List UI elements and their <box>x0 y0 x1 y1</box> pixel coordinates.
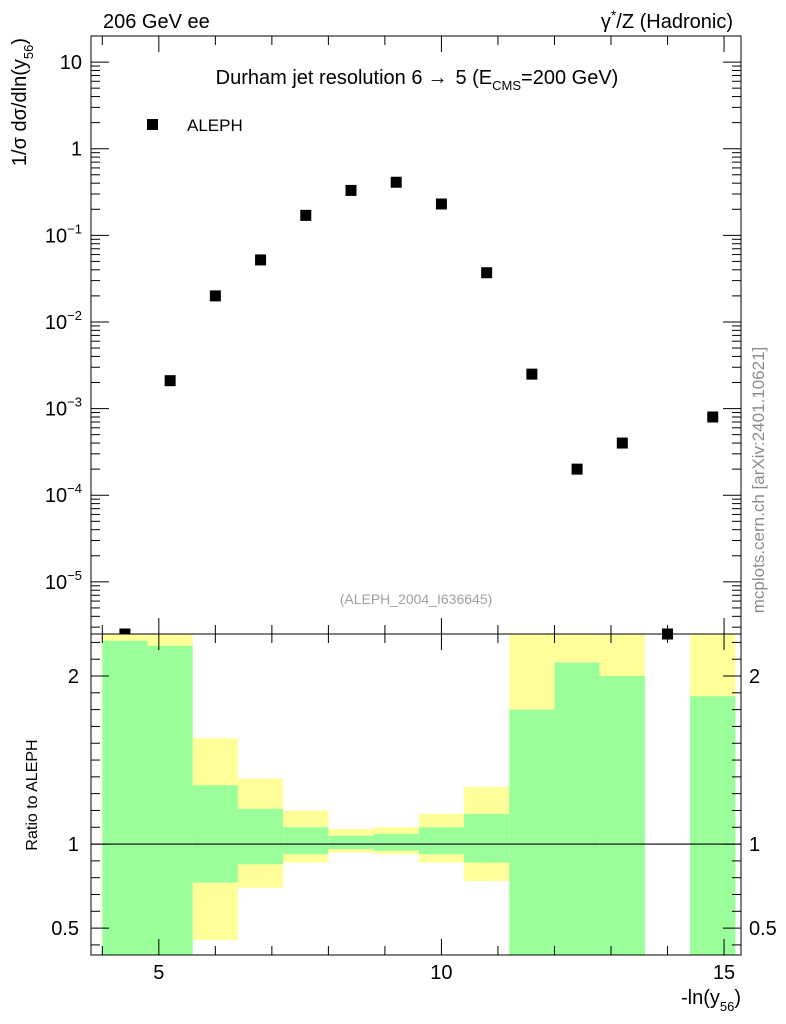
data-point <box>345 184 357 196</box>
main-y-tick-label: 10−5 <box>45 568 82 594</box>
header-star: * <box>611 7 617 23</box>
y-axis-label-close: ) <box>9 38 31 45</box>
header-gamma: γ <box>601 11 611 33</box>
chart-title-sub: CMS <box>492 78 521 93</box>
ratio-inner-band <box>237 808 284 865</box>
main-y-tick-label: 10−4 <box>45 481 82 507</box>
ratio-inner-band <box>373 833 419 851</box>
ratio-panel: 5 10 15 0.5 0.5 1 1 2 2 Ratio to ALEPH -ln(y56) <box>24 633 777 1014</box>
data-point <box>300 209 312 221</box>
ratio-x-tick-label: 5 <box>153 962 164 984</box>
ratio-y-tick-label-right: 0.5 <box>749 918 777 940</box>
ratio-y-axis-label: Ratio to ALEPH <box>24 739 41 850</box>
ratio-inner-band <box>147 645 193 955</box>
ratio-y-tick-label-left: 1 <box>68 834 79 856</box>
watermark: mcplots.cern.ch [arXiv:2401.10621] <box>749 347 768 613</box>
legend-marker <box>147 119 158 130</box>
header-left: 206 GeV ee <box>103 11 210 33</box>
ratio-inner-band <box>192 785 238 883</box>
tick-label-exponent: −3 <box>67 395 82 410</box>
y-axis-label-text: 1/σ dσ/dln(y <box>9 59 31 166</box>
header-process: /Z (Hadronic) <box>616 11 733 33</box>
main-y-tick-label: 10−2 <box>45 308 82 334</box>
ratio-bands <box>102 634 736 955</box>
tick-label-exponent: −2 <box>67 308 82 323</box>
ratio-inner-band <box>599 676 645 955</box>
x-axis-label-close: ) <box>734 987 741 1009</box>
main-points <box>119 176 719 640</box>
main-y-tick-label: 10−3 <box>45 395 82 421</box>
data-point <box>707 411 719 423</box>
data-point <box>481 267 493 279</box>
x-axis-label-sub: 56 <box>720 999 734 1014</box>
main-y-tick-label: 10 <box>60 52 82 74</box>
ratio-inner-band <box>283 827 329 855</box>
ratio-inner-band <box>554 662 600 955</box>
chart-title-energy: 5 (E <box>455 67 492 89</box>
tick-label-exponent: −5 <box>67 568 82 583</box>
data-point <box>164 375 176 387</box>
data-point <box>616 437 628 449</box>
tick-label-exponent: −4 <box>67 481 82 496</box>
x-axis-label-text: -ln(y <box>681 987 720 1009</box>
main-y-tick-label: 1 <box>71 139 82 161</box>
tick-label-base: 10 <box>45 399 67 421</box>
tick-label-base: 10 <box>45 225 67 247</box>
ratio-y-tick-label-left: 0.5 <box>51 918 79 940</box>
x-axis-label: -ln(y56) <box>681 987 741 1014</box>
tick-label-base: 10 <box>45 312 67 334</box>
main-x-ticks <box>101 36 725 634</box>
ratio-inner-band <box>509 709 555 955</box>
y-axis-label: 1/σ dσ/dln(y56) <box>9 38 36 166</box>
ratio-y-tick-label-right: 1 <box>749 834 760 856</box>
ratio-x-tick-label: 10 <box>430 962 452 984</box>
legend-label: ALEPH <box>187 116 243 135</box>
data-point <box>255 254 267 266</box>
ratio-y-ticks: 0.5 0.5 1 1 2 2 <box>51 641 777 946</box>
ratio-inner-band <box>418 827 465 855</box>
ratio-inner-band <box>690 696 736 955</box>
chart-title-arrow: → <box>427 67 447 89</box>
data-point <box>390 176 402 188</box>
chart-title: Durham jet resolution 6 → 5 (ECMS=200 GeV) <box>216 67 619 93</box>
reference-label: (ALEPH_2004_I636645) <box>340 591 493 607</box>
tick-label-base: 10 <box>45 572 67 594</box>
ratio-y-tick-label-right: 2 <box>749 666 760 688</box>
tick-label-base: 10 <box>45 485 67 507</box>
tick-label-exponent: −1 <box>67 221 82 236</box>
ratio-inner-band <box>464 813 510 863</box>
ratio-x-tick-label: 15 <box>713 962 735 984</box>
data-point <box>209 290 221 302</box>
ratio-frame <box>90 633 742 956</box>
ratio-inner-band <box>328 835 374 850</box>
ratio-inner-band <box>102 640 148 955</box>
main-y-tick-label: 10−1 <box>45 221 82 247</box>
header-right: γ*/Z (Hadronic) <box>601 7 733 33</box>
y-axis-label-sub: 56 <box>21 45 36 59</box>
ratio-x-ticks: 5 10 15 <box>101 634 735 984</box>
chart-title-tail: =200 GeV) <box>521 67 618 89</box>
ratio-y-tick-label-left: 2 <box>68 666 79 688</box>
chart-title-text: Durham jet resolution 6 <box>216 67 423 89</box>
data-point <box>526 368 538 380</box>
data-point <box>435 198 447 210</box>
data-point <box>571 463 583 475</box>
